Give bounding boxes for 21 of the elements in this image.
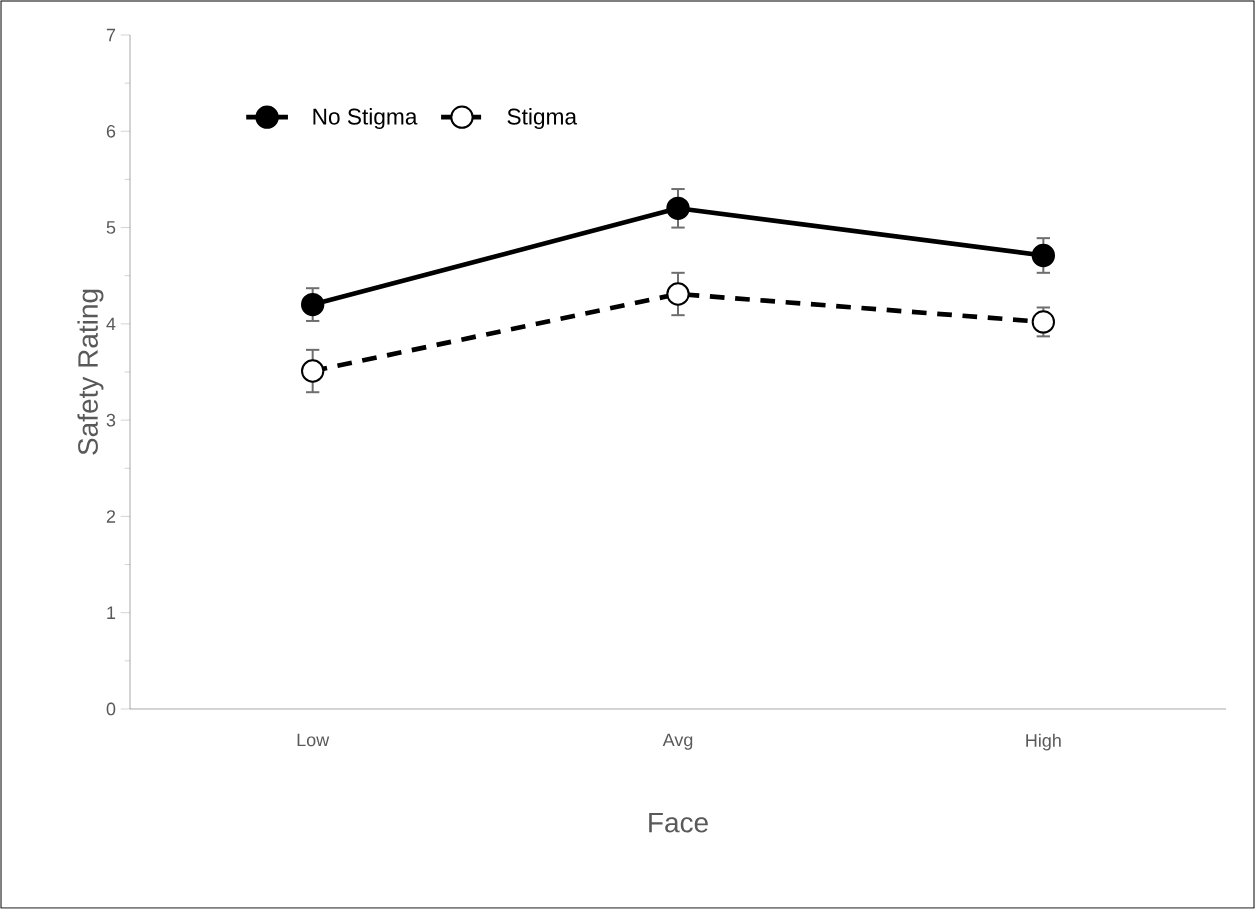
x-axis-title: Face [649, 812, 708, 833]
y-tick-label: 6 [106, 124, 116, 138]
y-tick-label: 2 [106, 510, 116, 523]
legend-label: No Stigma [313, 108, 418, 130]
x-tick-label: Avg [662, 733, 693, 750]
point [301, 359, 325, 383]
point [666, 282, 690, 306]
legend-label: Stigma [507, 108, 578, 130]
y-tick-label: 4 [106, 317, 116, 331]
x-tick-label: High [1026, 733, 1061, 751]
x-tick-label: Low [297, 733, 330, 747]
y-tick-label: 1 [107, 606, 116, 619]
point [1031, 310, 1056, 334]
point [666, 196, 690, 220]
point [301, 292, 325, 317]
point [1031, 243, 1056, 268]
y-tick-label: 0 [106, 702, 116, 716]
y-tick-label: 5 [106, 221, 116, 234]
y-tick-label: 7 [106, 28, 116, 42]
y-axis-title: Safety Rating [77, 289, 104, 455]
y-tick-label: 3 [106, 413, 116, 427]
